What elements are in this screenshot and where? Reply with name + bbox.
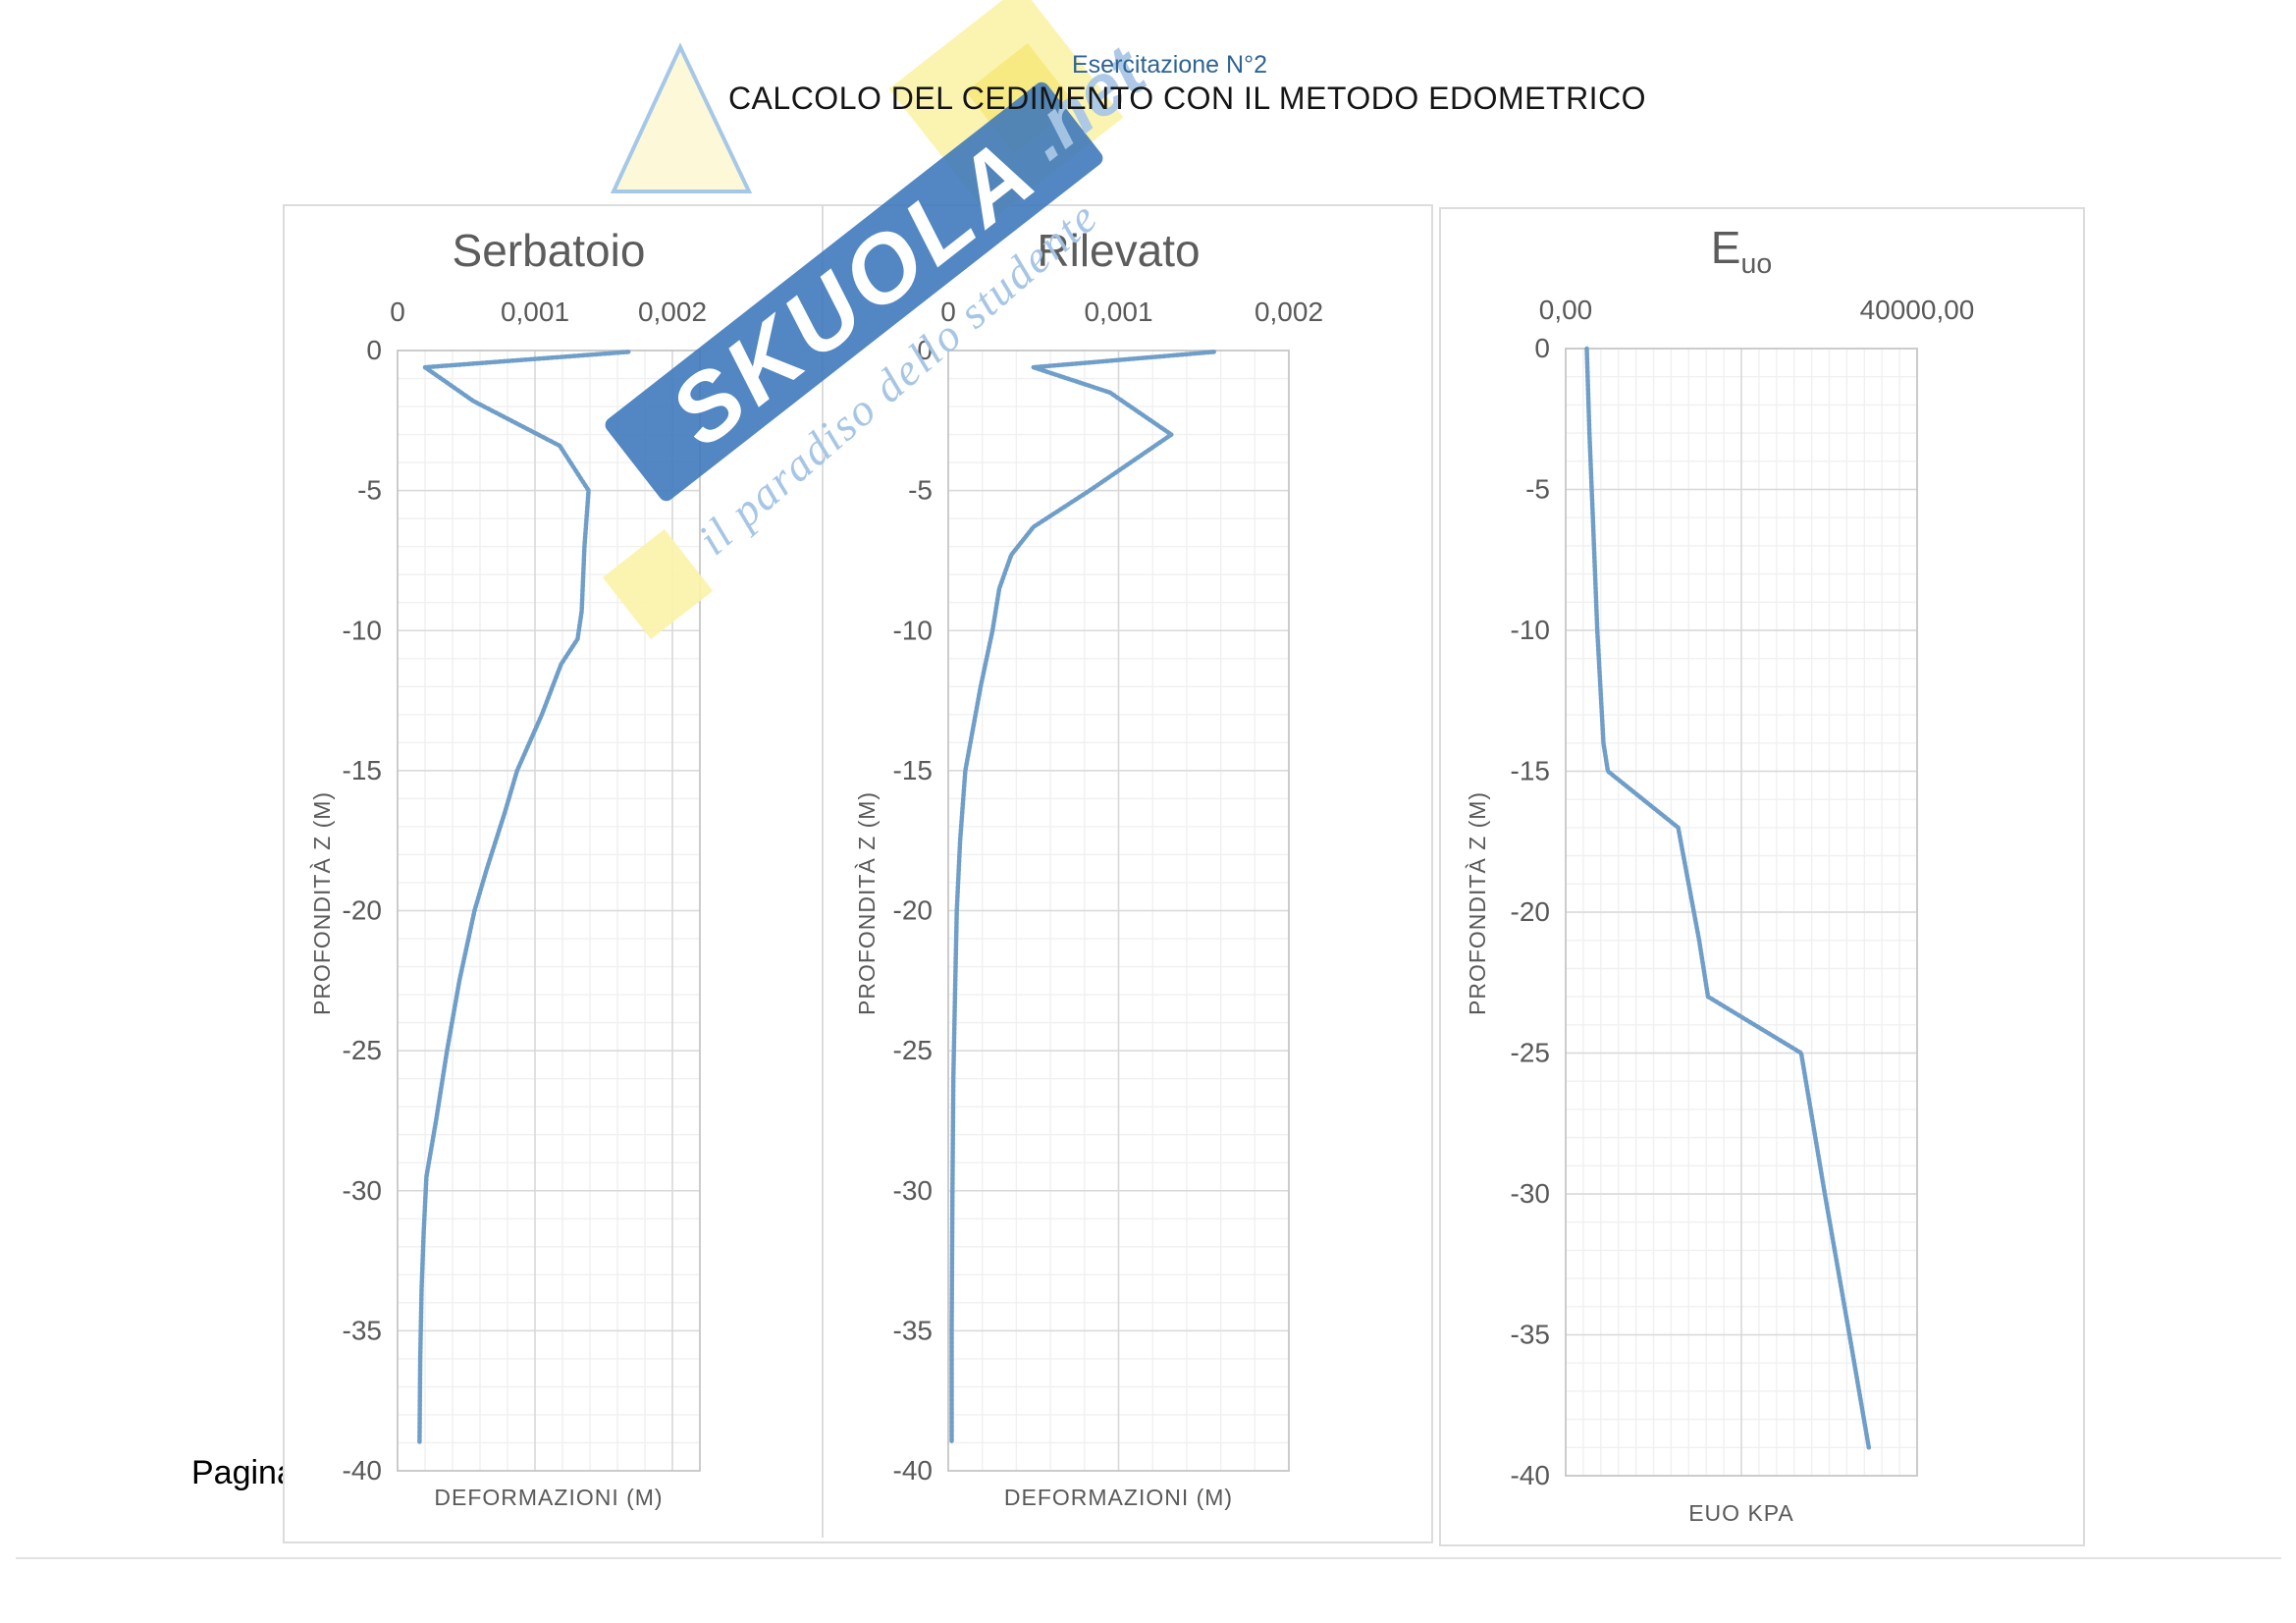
euo-title-subscript: uo (1740, 248, 1773, 281)
page-subtitle: Esercitazione N°2 (1072, 51, 1267, 79)
chart-title-rilevato: Rilevato (1037, 225, 1201, 276)
chart-title-serbatoio: Serbatoio (452, 225, 646, 276)
x-axis-title-rilevato: DEFORMAZIONI (M) (1003, 1485, 1234, 1510)
x-axis-title-euo: EUO KPA (1688, 1500, 1794, 1526)
charts-panel-right (1439, 207, 2085, 1546)
x-axis-title-serbatoio: DEFORMAZIONI (M) (434, 1485, 664, 1510)
y-axis-title-euo: PROFONDITÀ Z (M) (1465, 790, 1490, 1016)
page-edge-line (16, 1557, 2281, 1559)
page-title: CALCOLO DEL CEDIMENTO CON IL METODO EDOM… (727, 81, 1647, 116)
euo-title-base: E (1710, 222, 1741, 273)
y-axis-title-serbatoio: PROFONDITÀ Z (M) (309, 790, 335, 1016)
chart-title-euo: Euo (1566, 221, 1917, 281)
page-footer: Pagina (191, 1454, 295, 1491)
y-axis-title-rilevato: PROFONDITÀ Z (M) (854, 790, 880, 1016)
